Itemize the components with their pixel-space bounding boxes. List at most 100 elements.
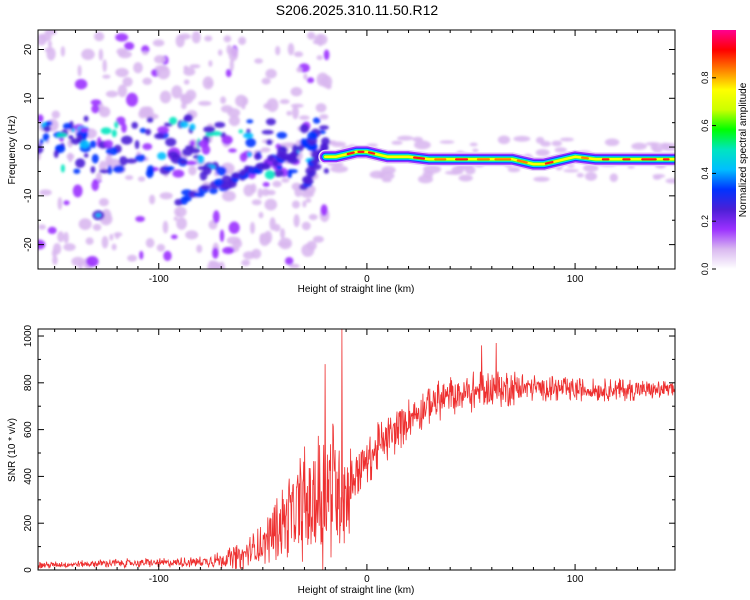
spectrogram-noise-cell: [183, 79, 190, 85]
spectrogram-cell: [247, 151, 252, 158]
spectrogram-cell: [144, 128, 152, 136]
spectrogram-noise-cell: [222, 246, 235, 255]
spectrogram-noise-cell: [71, 256, 85, 267]
spectrogram-noise-cell: [301, 221, 311, 231]
spectrogram-ridge-cell: [183, 195, 192, 202]
spectrogram-noise-cell: [269, 217, 276, 231]
spectrogram-noise-cell: [159, 90, 172, 104]
spectrogram-cell: [319, 125, 329, 130]
spectrogram-ridge-cell: [230, 172, 242, 179]
spectrogram-cell: [246, 119, 254, 124]
spectrogram-noise-cell: [412, 136, 423, 143]
spectrogram-noise-cell: [513, 135, 531, 142]
spectrogram-noise-cell: [142, 51, 149, 56]
spectrogram-noise-cell: [115, 67, 129, 78]
spectrogram-noise-cell: [281, 178, 290, 183]
spectrogram-noise-cell: [63, 231, 69, 244]
figure-title: S206.2025.310.11.50.R12: [276, 2, 439, 18]
spectrogram-noise-cell: [47, 226, 57, 235]
spectrogram-noise-cell: [397, 135, 414, 141]
spectrogram-cell: [119, 156, 128, 166]
spectrogram-ridge-cell: [220, 182, 233, 190]
spectrogram-noise-cell: [212, 210, 220, 224]
spectrogram-cell: [169, 116, 178, 125]
spectrogram-cell: [154, 133, 165, 140]
spectrogram-cell: [299, 123, 309, 134]
spectrogram-noise-cell: [290, 87, 303, 97]
spectrogram-noise-cell: [228, 115, 241, 127]
spectrogram-noise-cell: [212, 247, 219, 259]
spectrogram-noise-cell: [171, 85, 183, 99]
spectrogram-noise-cell: [312, 39, 323, 45]
spectrogram-ytick-label: -10: [23, 188, 34, 203]
spectrogram-cell: [185, 145, 195, 150]
spectrogram-noise-cell: [208, 60, 213, 67]
spectrogram-cell: [42, 125, 52, 133]
spectrogram-ytick-label: -20: [23, 237, 34, 252]
spectrogram-noise-cell: [665, 178, 675, 184]
spectrogram-noise-cell: [285, 257, 294, 265]
spectrogram-noise-cell: [85, 237, 94, 245]
spectrogram-noise-cell: [185, 230, 199, 240]
spectrogram-noise-cell: [135, 215, 145, 223]
spectrogram-cell: [157, 152, 167, 160]
spectrogram-cell: [245, 137, 257, 148]
spectrogram-xtick-label: 100: [567, 274, 584, 285]
spectrogram-cell: [100, 127, 112, 135]
colorbar-tick-label: 0.6: [700, 119, 710, 132]
spectrogram-noise-cell: [291, 200, 301, 209]
spectrogram-noise-cell: [63, 243, 76, 252]
snr-ytick-label: 1000: [23, 324, 34, 347]
spectrogram-cell: [53, 150, 59, 158]
colorbar-tick-label: 0.2: [700, 215, 710, 228]
spectrogram-noise-cell: [98, 106, 111, 118]
spectrogram-noise-cell: [188, 165, 197, 176]
spectrogram-noise-cell: [264, 198, 278, 211]
spectrogram-noise-cell: [288, 263, 300, 269]
snr-frame: [37, 328, 676, 571]
spectrogram-noise-cell: [653, 175, 662, 180]
spectrogram-noise-cell: [163, 250, 172, 262]
spectrogram-cell: [116, 116, 126, 126]
spectrogram-noise-cell: [105, 90, 118, 98]
spectrogram-noise-cell: [137, 176, 146, 182]
spectrogram-noise-cell: [315, 103, 327, 113]
spectrogram-noise-cell: [457, 165, 465, 173]
spectrogram-cell: [111, 129, 117, 138]
spectrogram-noise-cell: [124, 175, 134, 180]
spectrogram-cell: [68, 135, 74, 140]
spectrogram-noise-cell: [122, 77, 133, 87]
spectrogram-noise-cell: [44, 47, 52, 53]
spectrogram-cell: [239, 152, 248, 162]
spectrogram-noise-cell: [115, 33, 129, 42]
spectrogram-cell: [254, 151, 261, 161]
spectrogram-noise-cell: [206, 80, 214, 87]
spectrogram-cell: [261, 129, 274, 135]
spectrogram-cell: [75, 158, 86, 168]
spectrogram-noise-cell: [330, 165, 349, 173]
spectrogram-noise-cell: [101, 235, 109, 249]
spectrogram-noise-cell: [51, 249, 58, 258]
spectrogram-noise-cell: [299, 115, 310, 120]
spectrogram-trace-core: [516, 159, 528, 164]
spectrogram-noise-cell: [91, 104, 100, 114]
spectrogram-noise-cell: [218, 261, 225, 269]
spectrogram-noise-cell: [303, 73, 308, 80]
snr-ytick-label: 200: [23, 514, 34, 531]
spectrogram-cell: [189, 140, 196, 147]
spectrogram-cell: [113, 165, 125, 173]
spectrogram-noise-cell: [159, 192, 173, 200]
spectrogram-ridge-cell: [303, 177, 314, 185]
spectrogram-noise-cell: [111, 243, 117, 251]
snr-marks: [38, 329, 675, 570]
spectrogram-cell: [197, 155, 205, 164]
spectrogram-marks: [38, 30, 675, 269]
spectrogram-noise-cell: [229, 58, 234, 72]
spectrogram-isolated-core: [95, 213, 102, 218]
spectrogram-noise-cell: [139, 250, 144, 260]
spectrogram-noise-cell: [63, 200, 70, 206]
spectrogram-noise-cell: [465, 166, 476, 175]
